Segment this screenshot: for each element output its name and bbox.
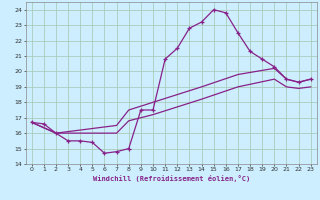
X-axis label: Windchill (Refroidissement éolien,°C): Windchill (Refroidissement éolien,°C) bbox=[92, 175, 250, 182]
